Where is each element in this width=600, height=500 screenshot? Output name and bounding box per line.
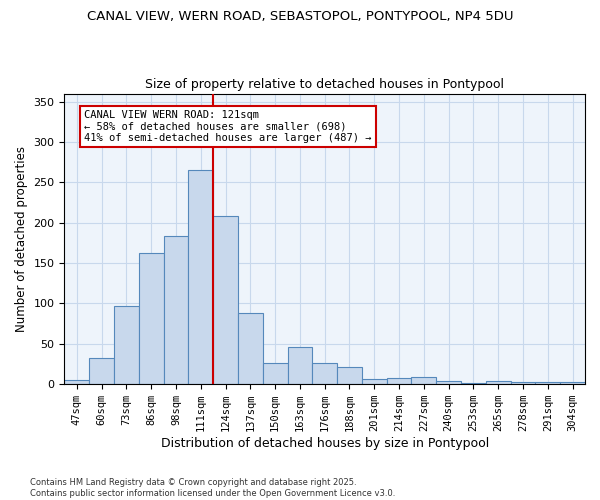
Bar [64,380,89,384]
Bar [213,216,238,384]
Text: Contains HM Land Registry data © Crown copyright and database right 2025.
Contai: Contains HM Land Registry data © Crown c… [30,478,395,498]
Bar [386,378,412,384]
Text: CANAL VIEW, WERN ROAD, SEBASTOPOL, PONTYPOOL, NP4 5DU: CANAL VIEW, WERN ROAD, SEBASTOPOL, PONTY… [87,10,513,23]
Bar [114,306,139,384]
Bar [560,382,585,384]
Bar [139,252,164,384]
Text: CANAL VIEW WERN ROAD: 121sqm
← 58% of detached houses are smaller (698)
41% of s: CANAL VIEW WERN ROAD: 121sqm ← 58% of de… [84,110,372,143]
X-axis label: Distribution of detached houses by size in Pontypool: Distribution of detached houses by size … [161,437,489,450]
Bar [263,363,287,384]
Title: Size of property relative to detached houses in Pontypool: Size of property relative to detached ho… [145,78,504,91]
Bar [313,363,337,384]
Bar [362,378,386,384]
Bar [164,236,188,384]
Bar [337,368,362,384]
Bar [535,382,560,384]
Bar [89,358,114,384]
Bar [287,347,313,384]
Bar [238,313,263,384]
Bar [436,381,461,384]
Bar [412,377,436,384]
Y-axis label: Number of detached properties: Number of detached properties [15,146,28,332]
Bar [188,170,213,384]
Bar [511,382,535,384]
Bar [486,381,511,384]
